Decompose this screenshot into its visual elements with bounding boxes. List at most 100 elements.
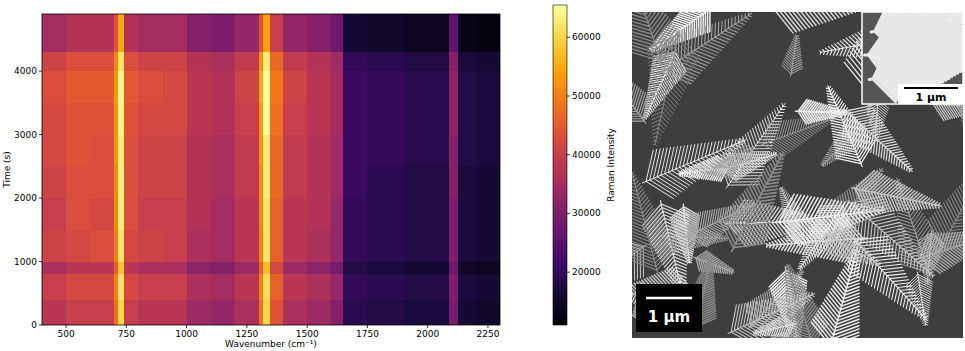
sem-inset: 1 µm [862,12,963,104]
heatmap-cell [343,198,367,230]
heatmap-cell [270,52,283,71]
heatmap-cell [118,300,124,325]
heatmap-cell [307,262,331,275]
heatmap-cell [66,52,90,71]
heatmap-cell [458,135,476,167]
y-tick [39,134,42,135]
sem-dendrite [852,171,941,213]
colorbar-tick-label: 60000 [572,32,601,42]
heatmap-cell [114,135,118,167]
plot-frame [42,14,500,325]
heatmap-cell [124,52,138,71]
heatmap-cell [270,166,283,198]
heatmap-cell [270,198,283,230]
heatmap-cell [331,52,343,71]
axes: 5007501000125015001750200022500100020003… [2,66,500,349]
heatmap-cell [307,230,331,262]
x-tick-label: 2250 [476,329,499,339]
heatmap-cell [367,71,403,103]
heatmap-cell [263,71,270,103]
heatmap-cell [211,103,235,135]
heatmap-cell [66,103,90,135]
heatmap-cell [367,166,403,198]
heatmap-cell [163,71,187,103]
heatmap-cell [449,230,457,262]
heatmap-cell [235,274,259,299]
heatmap-cell [138,166,162,198]
heatmap-cell [458,274,476,299]
heatmap-cell [449,103,457,135]
heatmap-cell [476,230,500,262]
heatmap-cell [343,230,367,262]
heatmap-cell [211,198,235,230]
sem-dendrite [642,138,746,198]
heatmap-cell [163,103,187,135]
heatmap-cell [307,52,331,71]
heatmap-cell [331,300,343,325]
y-tick-label: 2000 [14,193,37,203]
heatmap-cell [476,103,500,135]
x-tick-label: 1750 [356,329,379,339]
heatmap-cell [66,14,90,52]
colorbar-title: Raman Intensity [606,128,616,202]
heatmap-cell [476,262,500,275]
heatmap-cell [187,274,211,299]
heatmap-cell [343,103,367,135]
sem-dendrite [796,12,872,13]
heatmap-cell [331,198,343,230]
heatmap-cell [138,230,162,262]
heatmap-cell [270,135,283,167]
heatmap-cell [476,166,500,198]
heatmap-cell [90,52,114,71]
heatmap-cell [367,230,403,262]
heatmap-cell [259,14,263,52]
heatmap-cell [367,52,403,71]
heatmap-cell [118,71,124,103]
heatmap-cell [90,198,114,230]
heatmap-cell [124,198,138,230]
heatmap-cell [118,14,124,52]
heatmap-cell [259,52,263,71]
heatmap-cell [259,103,263,135]
heatmap-cell [367,198,403,230]
heatmap-cell [90,300,114,325]
sem-dendrite [812,248,860,338]
heatmap-cell [367,135,403,167]
inset-frame [862,12,963,104]
heatmap-cell [187,230,211,262]
heatmap-cell [404,262,450,275]
heatmap-cell [404,71,450,103]
heatmap-cell [263,274,270,299]
scalebar-line [646,297,692,300]
heatmap-cell [42,262,66,275]
heatmap-cell [367,274,403,299]
heatmap-cell [138,135,162,167]
heatmap-cell [263,52,270,71]
heatmap-cell [42,103,66,135]
sem-dendrite [632,12,680,65]
heatmap-cell [270,274,283,299]
heatmap-cell [449,14,457,52]
heatmap-cell [449,300,457,325]
heatmap-cell [404,166,450,198]
heatmap-cell [138,300,162,325]
heatmap-cell [458,300,476,325]
y-tick-label: 1000 [14,257,37,267]
heatmap-cell [476,14,500,52]
heatmap-cell [367,262,403,275]
heatmap-cell [66,300,90,325]
x-axis-title: Wavenumber (cm⁻¹) [225,339,317,349]
heatmap-cell [66,166,90,198]
heatmap-cell [449,52,457,71]
heatmap-cell [211,262,235,275]
heatmap-cell [187,103,211,135]
y-tick [39,198,42,199]
scalebar: 1 µm [636,284,702,332]
heatmap-cell [458,71,476,103]
heatmap-cell [404,230,450,262]
x-tick [186,325,187,328]
heatmap-cell [118,262,124,275]
colorbar-tick-label: 40000 [572,150,601,160]
heatmap-cell [283,262,307,275]
heatmap-cell [42,230,66,262]
